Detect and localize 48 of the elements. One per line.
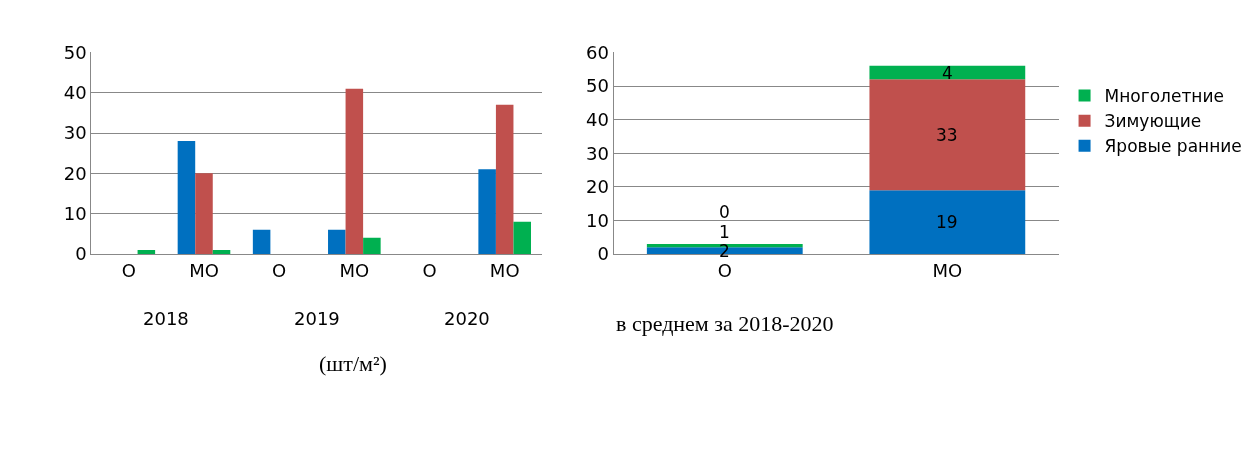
legend-label: Зимующие bbox=[1104, 111, 1202, 132]
bar bbox=[363, 237, 381, 254]
y-tick-label: 40 bbox=[585, 108, 609, 130]
data-label: 0 bbox=[719, 202, 730, 222]
y-tick-label: 20 bbox=[63, 162, 87, 184]
bar bbox=[137, 249, 156, 254]
y-tick-label: 50 bbox=[63, 41, 87, 63]
y-tick-label: 30 bbox=[63, 122, 87, 144]
text: 2020 bbox=[444, 308, 490, 329]
x-tick-label: МО bbox=[489, 259, 520, 281]
bar bbox=[212, 249, 231, 254]
x-tick-label: МО bbox=[189, 259, 219, 281]
x-tick-label: МО bbox=[932, 259, 963, 281]
text: 2019 bbox=[294, 308, 340, 329]
x-axis-title: (шт/м²) bbox=[319, 351, 387, 376]
x-tick-label: О bbox=[422, 259, 437, 281]
x-tick-label: МО bbox=[339, 259, 370, 281]
bar bbox=[345, 88, 364, 254]
y-tick-label: 50 bbox=[585, 75, 609, 97]
x-tick-label: О bbox=[717, 259, 732, 281]
bar bbox=[495, 104, 514, 254]
x-tick-label: О bbox=[272, 259, 287, 281]
legend-label: Яровые ранние bbox=[1104, 136, 1242, 157]
x-axis-title: в среднем за 2018-2020 bbox=[616, 311, 834, 336]
bar bbox=[869, 65, 1026, 80]
bar bbox=[177, 141, 196, 254]
y-tick-label: 40 bbox=[63, 82, 87, 104]
y-tick-label: 10 bbox=[63, 202, 87, 224]
bar bbox=[328, 229, 346, 254]
y-tick-label: 60 bbox=[585, 41, 609, 63]
bar bbox=[195, 173, 213, 254]
bar bbox=[869, 190, 1026, 254]
x-tick-label: О bbox=[121, 259, 136, 281]
y-tick-label: 10 bbox=[585, 209, 609, 231]
y-tick-label: 20 bbox=[585, 176, 609, 198]
y-tick-label: 30 bbox=[585, 142, 609, 164]
bar bbox=[478, 169, 496, 254]
bar bbox=[513, 221, 531, 254]
y-tick-label: 0 bbox=[75, 243, 87, 265]
data-label: 4 bbox=[942, 63, 953, 83]
text: 2018 bbox=[143, 308, 189, 329]
data-label: 1 bbox=[719, 222, 730, 242]
legend-label: Многолетние bbox=[1104, 86, 1224, 107]
bar bbox=[869, 79, 1026, 191]
bar bbox=[252, 229, 271, 254]
data-label: 33 bbox=[936, 125, 958, 145]
y-tick-label: 0 bbox=[597, 243, 609, 265]
data-label: 19 bbox=[936, 212, 958, 232]
